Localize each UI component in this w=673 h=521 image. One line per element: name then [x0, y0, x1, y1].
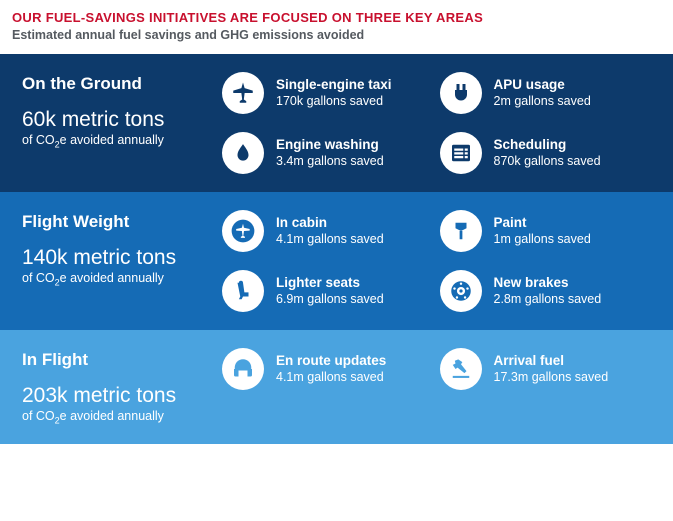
item-text: APU usage2m gallons saved: [494, 77, 591, 110]
section-name: In Flight: [22, 350, 222, 370]
page-title: OUR FUEL-SAVINGS INITIATIVES ARE FOCUSED…: [12, 10, 661, 25]
item-value: 2.8m gallons saved: [494, 292, 602, 308]
item-value: 170k gallons saved: [276, 94, 392, 110]
initiative-item: New brakes2.8m gallons saved: [440, 270, 658, 312]
initiative-item: Engine washing3.4m gallons saved: [222, 132, 440, 174]
item-name: Engine washing: [276, 137, 384, 154]
section-items: Single-engine taxi170k gallons saved APU …: [222, 72, 657, 174]
section-items: In cabin4.1m gallons saved Paint1m gallon…: [222, 210, 657, 312]
section-caption: of CO2e avoided annually: [22, 271, 222, 288]
item-text: Arrival fuel17.3m gallons saved: [494, 353, 609, 386]
item-row: Lighter seats6.9m gallons saved New brake…: [222, 270, 657, 312]
item-name: Paint: [494, 215, 591, 232]
item-name: Scheduling: [494, 137, 601, 154]
item-value: 4.1m gallons saved: [276, 232, 384, 248]
section-metric: 140k metric tons: [22, 246, 222, 269]
lighter-seats-icon: [222, 270, 264, 312]
section-on-the-ground: On the Ground 60k metric tons of CO2e avoi…: [0, 54, 673, 192]
item-text: Paint1m gallons saved: [494, 215, 591, 248]
item-name: New brakes: [494, 275, 602, 292]
section-metric: 60k metric tons: [22, 108, 222, 131]
item-value: 17.3m gallons saved: [494, 370, 609, 386]
initiative-item: In cabin4.1m gallons saved: [222, 210, 440, 252]
initiative-item: Arrival fuel17.3m gallons saved: [440, 348, 658, 390]
new-brakes-icon: [440, 270, 482, 312]
section-summary: On the Ground 60k metric tons of CO2e avoi…: [22, 72, 222, 174]
section-items: En route updates4.1m gallons saved Arriva…: [222, 348, 657, 426]
item-text: New brakes2.8m gallons saved: [494, 275, 602, 308]
item-row: In cabin4.1m gallons saved Paint1m gallon…: [222, 210, 657, 252]
in-cabin-icon: [222, 210, 264, 252]
sections-container: On the Ground 60k metric tons of CO2e avoi…: [0, 54, 673, 444]
initiative-item: Scheduling870k gallons saved: [440, 132, 658, 174]
paint-icon: [440, 210, 482, 252]
apu-usage-icon: [440, 72, 482, 114]
item-name: Arrival fuel: [494, 353, 609, 370]
item-name: In cabin: [276, 215, 384, 232]
section-flight-weight: Flight Weight 140k metric tons of CO2e avo…: [0, 192, 673, 330]
item-value: 1m gallons saved: [494, 232, 591, 248]
item-text: En route updates4.1m gallons saved: [276, 353, 386, 386]
item-value: 2m gallons saved: [494, 94, 591, 110]
header: OUR FUEL-SAVINGS INITIATIVES ARE FOCUSED…: [0, 0, 673, 54]
item-value: 3.4m gallons saved: [276, 154, 384, 170]
item-row: En route updates4.1m gallons saved Arriva…: [222, 348, 657, 390]
en-route-updates-icon: [222, 348, 264, 390]
initiative-item: En route updates4.1m gallons saved: [222, 348, 440, 390]
item-text: Single-engine taxi170k gallons saved: [276, 77, 392, 110]
arrival-fuel-icon: [440, 348, 482, 390]
item-value: 6.9m gallons saved: [276, 292, 384, 308]
initiative-item: Single-engine taxi170k gallons saved: [222, 72, 440, 114]
item-text: In cabin4.1m gallons saved: [276, 215, 384, 248]
section-caption: of CO2e avoided annually: [22, 133, 222, 150]
item-name: APU usage: [494, 77, 591, 94]
section-name: On the Ground: [22, 74, 222, 94]
item-row: Engine washing3.4m gallons saved Scheduli…: [222, 132, 657, 174]
section-in-flight: In Flight 203k metric tons of CO2e avoided…: [0, 330, 673, 444]
section-caption: of CO2e avoided annually: [22, 409, 222, 426]
item-text: Engine washing3.4m gallons saved: [276, 137, 384, 170]
section-name: Flight Weight: [22, 212, 222, 232]
engine-washing-icon: [222, 132, 264, 174]
item-text: Lighter seats6.9m gallons saved: [276, 275, 384, 308]
scheduling-icon: [440, 132, 482, 174]
initiative-item: APU usage2m gallons saved: [440, 72, 658, 114]
item-name: Lighter seats: [276, 275, 384, 292]
page-subtitle: Estimated annual fuel savings and GHG em…: [12, 28, 661, 42]
item-row: Single-engine taxi170k gallons saved APU …: [222, 72, 657, 114]
section-metric: 203k metric tons: [22, 384, 222, 407]
section-summary: Flight Weight 140k metric tons of CO2e avo…: [22, 210, 222, 312]
single-engine-taxi-icon: [222, 72, 264, 114]
item-text: Scheduling870k gallons saved: [494, 137, 601, 170]
item-name: Single-engine taxi: [276, 77, 392, 94]
section-summary: In Flight 203k metric tons of CO2e avoided…: [22, 348, 222, 426]
item-value: 870k gallons saved: [494, 154, 601, 170]
initiative-item: Paint1m gallons saved: [440, 210, 658, 252]
item-name: En route updates: [276, 353, 386, 370]
item-value: 4.1m gallons saved: [276, 370, 386, 386]
initiative-item: Lighter seats6.9m gallons saved: [222, 270, 440, 312]
